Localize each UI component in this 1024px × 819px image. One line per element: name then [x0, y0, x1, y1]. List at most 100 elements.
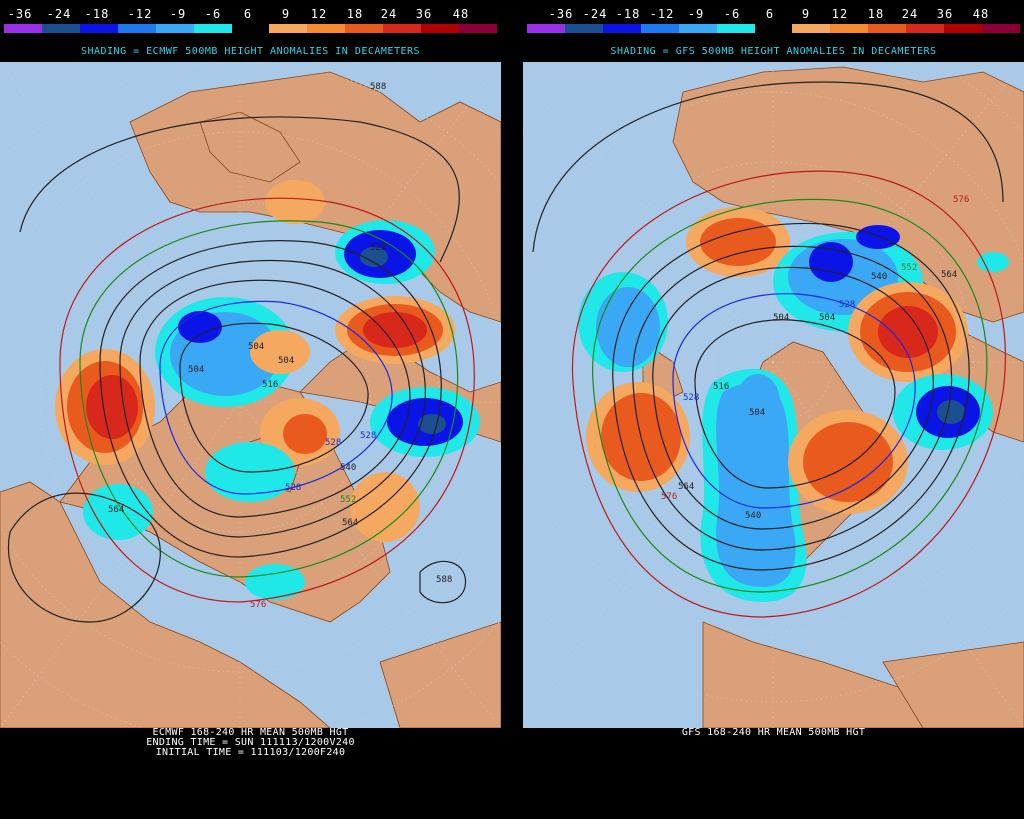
contour-label: 516: [713, 382, 729, 392]
scale-label: 6: [765, 7, 775, 21]
height-contours: [532, 81, 1007, 618]
caption-line: ENDING TIME = SUN 111113/1200V240: [146, 737, 355, 748]
contour-label: 528: [683, 393, 699, 403]
contour-label: 528: [285, 483, 301, 493]
map-caption: ECMWF 168-240 HR MEAN 500MB HGT ENDING T…: [0, 728, 501, 758]
scale-swatch: [459, 24, 497, 33]
scale-swatch: [944, 24, 983, 33]
contour-label: 528: [325, 438, 341, 448]
scale-label: 9: [281, 7, 291, 21]
contour-label: 504: [188, 365, 204, 375]
contour-label: 564: [342, 518, 358, 528]
scale-label: 12: [831, 7, 849, 21]
scale-label: 36: [415, 7, 433, 21]
scale-swatch: [193, 24, 232, 33]
scale-label: 48: [972, 7, 990, 21]
scale-swatch: [906, 24, 945, 33]
contour-label: 504: [278, 356, 294, 366]
contour-label: 528: [370, 243, 386, 253]
scale-label: 9: [801, 7, 811, 21]
contour-label: 564: [941, 270, 957, 280]
gfs-panel: -36 -24 -18 -12 -9 -6 6 9 12 18 24 36 48…: [523, 0, 1024, 819]
scale-label: -6: [204, 7, 222, 21]
contour-label: 504: [749, 408, 765, 418]
scale-swatch: [155, 24, 194, 33]
height-contours: [7, 116, 475, 623]
scale-label: -12: [127, 7, 153, 21]
ecmwf-500mb-map: 588 528 504 504 504 516 528 528 528 540 …: [0, 62, 501, 728]
contour-labels: 576 552 564 540 528 504 504 528 516 504 …: [661, 195, 969, 521]
caption-line: GFS 168-240 HR MEAN 500MB HGT: [681, 727, 866, 738]
scale-swatch: [41, 24, 80, 33]
shading-title: SHADING = GFS 500MB HEIGHT ANOMALIES IN …: [610, 46, 937, 57]
contour-label: 564: [678, 482, 694, 492]
scale-label: -6: [723, 7, 741, 21]
anomaly-scale-labels: -36 -24 -18 -12 -9 -6 6 9 12 18 24 36 48: [0, 7, 501, 21]
contour-label: 588: [370, 82, 386, 92]
contour-label: 552: [340, 495, 356, 505]
contour-label: 504: [819, 313, 835, 323]
scale-swatch: [716, 24, 755, 33]
scale-swatch: [527, 24, 565, 33]
contour-label: 528: [839, 300, 855, 310]
contour-label: 516: [262, 380, 278, 390]
scale-label: -9: [687, 7, 705, 21]
scale-swatch: [792, 24, 831, 33]
scale-label: -24: [46, 7, 72, 21]
contour-label: 576: [661, 492, 677, 502]
contour-label: 576: [250, 600, 266, 610]
scale-label: -24: [582, 7, 608, 21]
scale-swatch: [830, 24, 869, 33]
scale-swatch: [982, 24, 1020, 33]
scale-swatch: [383, 24, 422, 33]
anomaly-color-scale: [527, 24, 1020, 33]
scale-swatch: [868, 24, 907, 33]
contour-label: 528: [360, 431, 376, 441]
scale-swatch: [79, 24, 118, 33]
scale-swatch: [564, 24, 603, 33]
anomaly-shading: [578, 207, 1009, 602]
scale-label: -18: [84, 7, 110, 21]
scale-label: 18: [346, 7, 364, 21]
scale-label: 24: [380, 7, 398, 21]
contour-label: 564: [108, 505, 124, 515]
scale-label: 48: [452, 7, 470, 21]
scale-label: -9: [169, 7, 187, 21]
scale-swatch: [269, 24, 308, 33]
scale-label: 24: [901, 7, 919, 21]
contour-label: 540: [871, 272, 887, 282]
scale-swatch: [231, 24, 270, 33]
contour-label: 504: [248, 342, 264, 352]
scale-label: -36: [7, 7, 33, 21]
shading-title: SHADING = ECMWF 500MB HEIGHT ANOMALIES I…: [80, 46, 421, 57]
panel-divider: [501, 0, 523, 819]
ecmwf-panel: -36 -24 -18 -12 -9 -6 6 9 12 18 24 36 48…: [0, 0, 501, 819]
scale-swatch: [307, 24, 346, 33]
gfs-500mb-map: 576 552 564 540 528 504 504 528 516 504 …: [523, 62, 1024, 728]
caption-line: ECMWF 168-240 HR MEAN 500MB HGT: [152, 727, 349, 738]
scale-label: 36: [936, 7, 954, 21]
contour-label: 504: [773, 313, 789, 323]
contour-label: 576: [953, 195, 969, 205]
scale-label: -18: [615, 7, 641, 21]
contour-label: 588: [436, 575, 452, 585]
scale-swatch: [345, 24, 384, 33]
scale-swatch: [678, 24, 717, 33]
scale-swatch: [421, 24, 460, 33]
contour-label: 552: [901, 263, 917, 273]
caption-line: INITIAL TIME = 111103/1200F240: [155, 747, 346, 758]
scale-label: 18: [867, 7, 885, 21]
scale-swatch: [4, 24, 42, 33]
scale-swatch: [754, 24, 793, 33]
contour-label: 540: [340, 463, 356, 473]
scale-label: -12: [649, 7, 675, 21]
contour-labels: 588 528 504 504 504 516 528 528 528 540 …: [108, 82, 452, 610]
anomaly-color-scale: [4, 24, 497, 33]
map-caption: GFS 168-240 HR MEAN 500MB HGT: [523, 728, 1024, 738]
anomaly-scale-labels: -36 -24 -18 -12 -9 -6 6 9 12 18 24 36 48: [523, 7, 1024, 21]
scale-label: -36: [548, 7, 574, 21]
scale-label: 12: [310, 7, 328, 21]
scale-swatch: [640, 24, 679, 33]
scale-swatch: [602, 24, 641, 33]
scale-label: 6: [243, 7, 253, 21]
